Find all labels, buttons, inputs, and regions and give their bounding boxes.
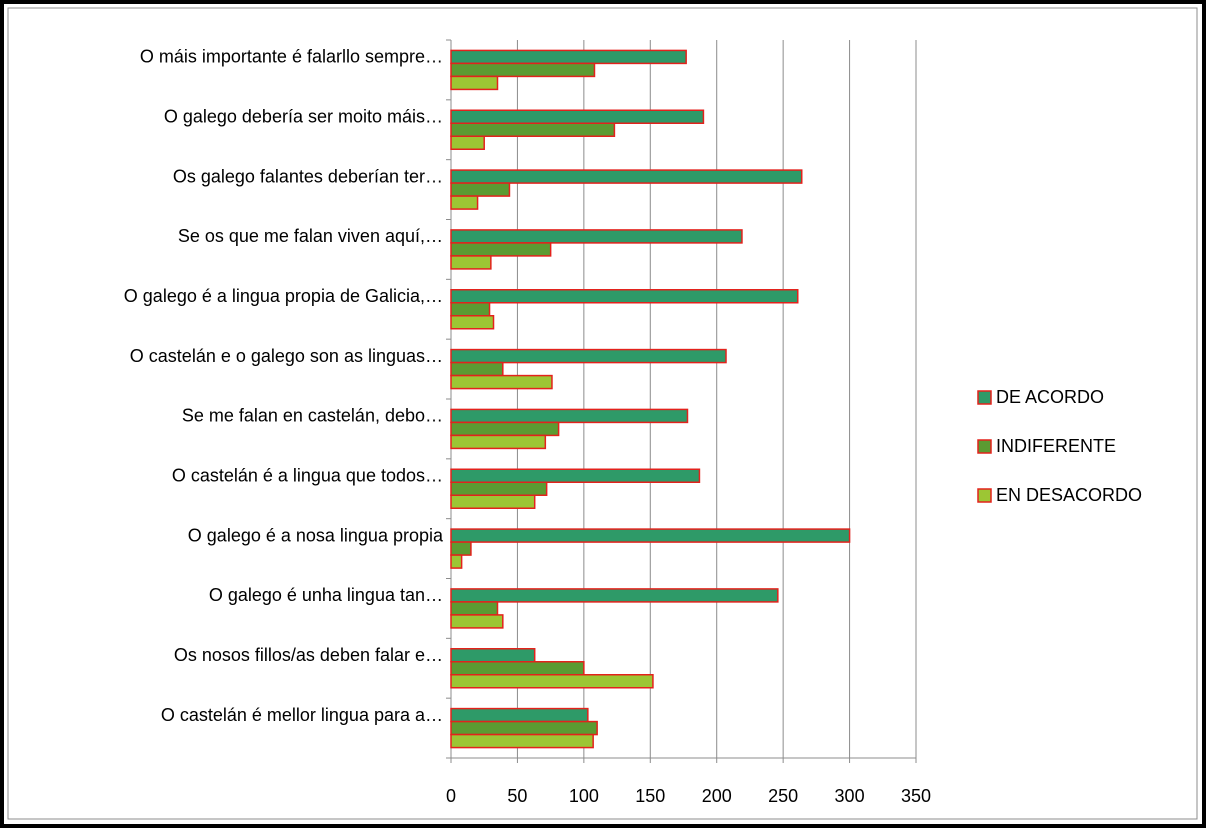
legend-label: DE ACORDO bbox=[996, 387, 1104, 407]
x-tick-label: 0 bbox=[446, 786, 456, 806]
bar bbox=[450, 601, 499, 616]
y-tick-label: O galego é a nosa lingua propia bbox=[188, 525, 444, 545]
bar bbox=[450, 302, 491, 317]
bar bbox=[450, 361, 504, 377]
bar bbox=[450, 494, 536, 509]
bar bbox=[450, 588, 779, 603]
y-tick-label: Os nosos fillos/as deben falar e… bbox=[174, 645, 443, 665]
bar bbox=[450, 122, 616, 137]
legend-marker bbox=[977, 488, 992, 503]
y-tick-label: Se me falan en castelán, debo… bbox=[182, 406, 443, 426]
bar bbox=[450, 348, 727, 364]
bar bbox=[450, 733, 594, 749]
bar bbox=[450, 62, 596, 78]
legend-label: INDIFERENTE bbox=[996, 436, 1116, 456]
x-tick-label: 100 bbox=[569, 786, 599, 806]
legend-marker bbox=[977, 439, 992, 454]
bar bbox=[450, 135, 485, 150]
bar bbox=[450, 554, 463, 569]
bar bbox=[450, 481, 548, 496]
y-tick-label: O máis importante é falarllo sempre… bbox=[140, 47, 443, 67]
x-tick-label: 50 bbox=[507, 786, 527, 806]
bar bbox=[450, 434, 547, 450]
bar bbox=[450, 408, 689, 424]
y-tick-label: Os galego falantes deberían ter… bbox=[173, 166, 443, 186]
x-tick-label: 350 bbox=[901, 786, 931, 806]
x-tick-label: 250 bbox=[768, 786, 798, 806]
bar bbox=[450, 195, 479, 210]
bar bbox=[450, 75, 499, 91]
bar bbox=[450, 614, 504, 629]
bar bbox=[450, 661, 585, 676]
y-tick-label: O castelán é mellor lingua para a… bbox=[161, 705, 443, 725]
bar bbox=[450, 648, 536, 663]
chart-frame bbox=[7, 7, 1198, 820]
bar bbox=[450, 255, 492, 270]
bar bbox=[450, 720, 598, 736]
bar bbox=[450, 468, 701, 483]
y-tick-label: O castelán e o galego son as linguas… bbox=[130, 346, 443, 366]
y-tick-label: Se os que me falan viven aquí,… bbox=[178, 226, 443, 246]
bar bbox=[450, 242, 552, 257]
legend-label: EN DESACORDO bbox=[996, 485, 1142, 505]
bar bbox=[450, 229, 743, 244]
bar bbox=[450, 49, 687, 65]
x-tick-label: 150 bbox=[635, 786, 665, 806]
y-tick-label: O galego debería ser moito máis… bbox=[164, 107, 443, 127]
bar bbox=[450, 541, 472, 556]
y-tick-label: O castelán é a lingua que todos… bbox=[172, 466, 443, 486]
bar bbox=[450, 528, 851, 543]
bar bbox=[450, 707, 589, 723]
bar bbox=[450, 289, 799, 304]
bar bbox=[450, 169, 803, 184]
bar bbox=[450, 315, 495, 330]
x-tick-label: 300 bbox=[835, 786, 865, 806]
bar bbox=[450, 109, 705, 124]
y-tick-label: O galego é unha lingua tan… bbox=[209, 585, 443, 605]
bar bbox=[450, 374, 553, 390]
legend-marker bbox=[977, 390, 992, 405]
x-tick-label: 200 bbox=[702, 786, 732, 806]
bar bbox=[450, 674, 654, 689]
bar bbox=[450, 182, 511, 197]
y-tick-label: O galego é a lingua propia de Galicia,… bbox=[124, 286, 443, 306]
bar bbox=[450, 421, 560, 437]
